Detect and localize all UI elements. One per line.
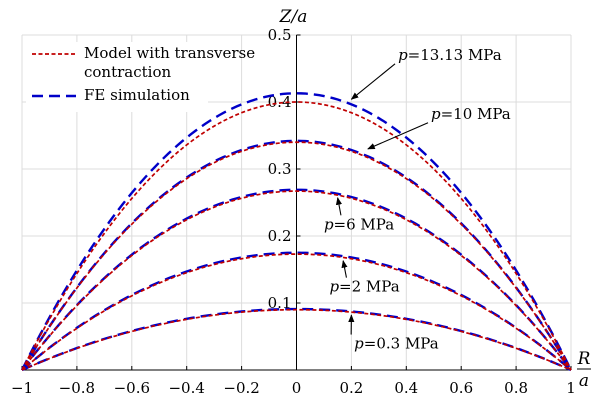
x-tick-label: −0.8 [59, 379, 95, 397]
series-line [21, 308, 572, 371]
annotation-label-value: =6 MPa [334, 215, 395, 233]
legend-box [26, 42, 208, 112]
annotation-label-p: p [354, 335, 364, 353]
y-tick-label: 0.1 [268, 294, 292, 312]
x-axis-label-numerator: R [577, 349, 591, 369]
series-line [20, 92, 573, 371]
legend-entry-label: contraction [84, 63, 171, 81]
annotation-arrow [335, 197, 342, 216]
x-tick-label: 0.4 [394, 379, 418, 397]
x-tick-label: 0.2 [339, 379, 363, 397]
annotation-label-p: p [398, 46, 408, 64]
annotation-label: p=2 MPa [329, 278, 399, 296]
x-tick-label: −1 [11, 379, 33, 397]
annotation-label: p=13.13 MPa [398, 46, 502, 64]
x-tick-label: −0.2 [223, 379, 259, 397]
annotation-label-value: =0.3 MPa [364, 335, 439, 353]
series-line [21, 190, 572, 371]
series-line [21, 253, 572, 371]
annotation-label-value: =10 MPa [441, 105, 511, 123]
annotation-label: p=10 MPa [431, 105, 511, 123]
y-tick-label: 0.2 [268, 227, 292, 245]
x-tick-label: 0.8 [504, 379, 528, 397]
x-tick-label: 0 [292, 379, 302, 397]
series-line [21, 101, 572, 371]
annotation-label-value: =2 MPa [339, 278, 400, 296]
annotation-label-p: p [329, 278, 339, 296]
annotation-arrow [367, 122, 429, 150]
annotation-label-p: p [431, 105, 441, 123]
y-tick-label: 0.3 [268, 160, 292, 178]
series-line [21, 141, 572, 371]
x-tick-label: 1 [566, 379, 576, 397]
annotation-label-value: =13.13 MPa [408, 46, 502, 64]
annotation-label-p: p [324, 215, 334, 233]
y-tick-label: 0.4 [268, 93, 292, 111]
x-tick-label: −0.4 [168, 379, 204, 397]
x-tick-label: 0.6 [449, 379, 473, 397]
y-axis-label: Z/a [279, 7, 308, 27]
legend-entry-label: Model with transverse [84, 44, 255, 62]
annotation-label: p=6 MPa [324, 215, 394, 233]
y-tick-label: 0.5 [268, 26, 292, 44]
x-tick-label: −0.6 [114, 379, 150, 397]
annotation-label: p=0.3 MPa [354, 335, 439, 353]
annotation-arrow [341, 260, 348, 278]
axes: −1 −0.8 −0.6 −0.4 −0.2 0 0.2 0.4 0.6 0.8 1 0.1 0.2 0.… [11, 7, 591, 397]
curves [20, 92, 573, 372]
annotation-arrow [350, 63, 396, 100]
x-axis-label-denominator: a [579, 371, 589, 391]
legend-entry-label: FE simulation [84, 86, 190, 104]
